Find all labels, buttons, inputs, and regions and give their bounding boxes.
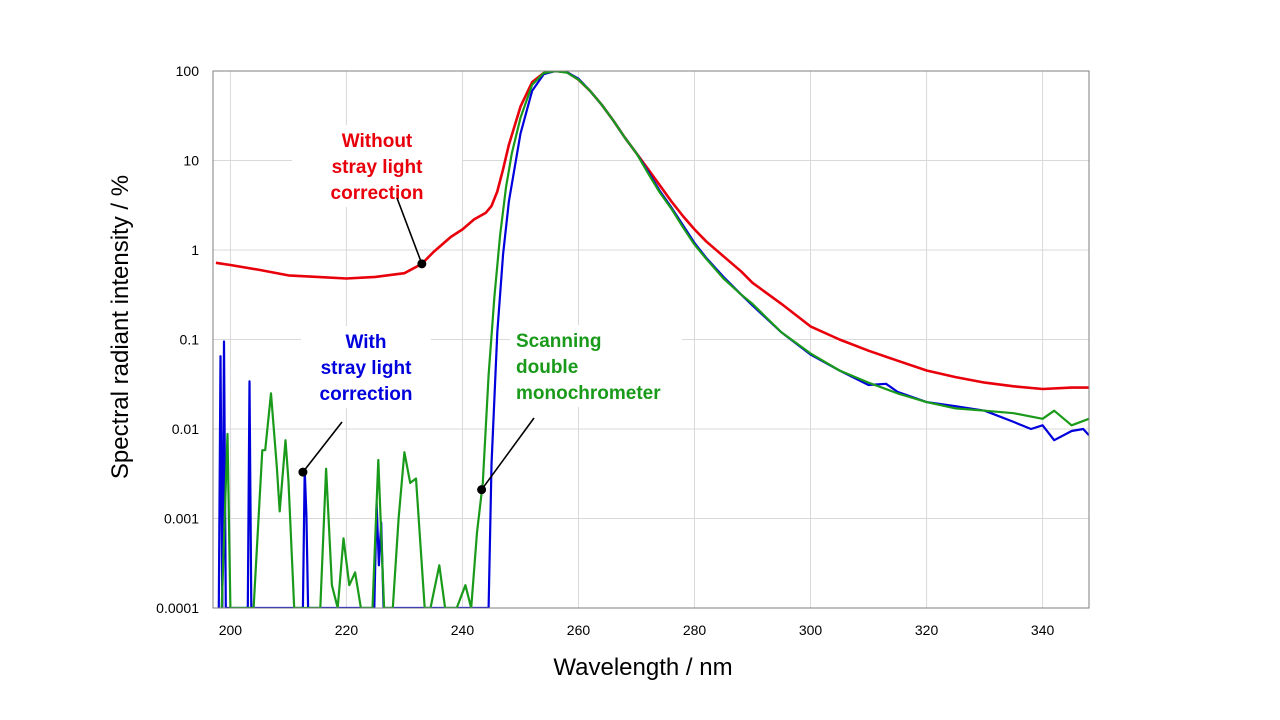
x-tick-label: 240 [451,622,475,638]
annotation-text: double [516,357,578,378]
x-tick-label: 300 [799,622,823,638]
plot-frame [212,70,1090,609]
y-tick-label: 10 [183,153,199,169]
annotation-2: Scanning double monochrometer [477,325,682,495]
y-tick-label: 0.1 [180,332,200,348]
annotation-marker [298,467,308,477]
y-tick-labels: 100 10 1 0.1 0.01 0.001 0.0001 [156,63,199,616]
annotation-marker [477,485,487,495]
annotation-leader-line [302,421,343,473]
annotation-leader-line [480,417,535,491]
x-tick-label: 280 [683,622,707,638]
x-tick-label: 340 [1031,622,1055,638]
annotation-text: monochrometer [516,383,661,404]
y-tick-label: 0.0001 [156,600,199,616]
annotation-background [510,325,682,407]
y-tick-label: 1 [191,242,199,258]
annotation-background [301,326,431,408]
annotation-0: Without stray light correction [292,125,462,269]
series-line-2 [220,71,1089,608]
x-tick-label: 220 [335,622,359,638]
annotation-1: With stray light correction [298,326,431,477]
annotation-text: Scanning [516,331,602,352]
y-tick-label: 0.01 [172,421,199,437]
x-tick-labels: 200 220 240 260 280 300 320 340 [219,622,1055,638]
annotation-leader-line [396,197,423,265]
x-tick-label: 260 [567,622,591,638]
annotation-text: correction [320,384,413,405]
annotation-background [292,125,462,207]
annotation-marker [417,259,427,269]
annotation-text: stray light [321,358,412,379]
annotation-text: stray light [332,157,423,178]
x-tick-label: 320 [915,622,939,638]
x-tick-label: 200 [219,622,243,638]
annotation-text: Without [342,131,413,152]
annotations: Without stray light correction With stray li… [292,125,682,495]
annotation-text: With [346,332,387,353]
x-axis-title: Wavelength / nm [553,654,732,681]
y-tick-label: 100 [176,63,200,79]
y-axis-title: Spectral radiant intensity / % [107,175,134,479]
y-tick-label: 0.001 [164,511,199,527]
annotation-text: correction [331,183,424,204]
